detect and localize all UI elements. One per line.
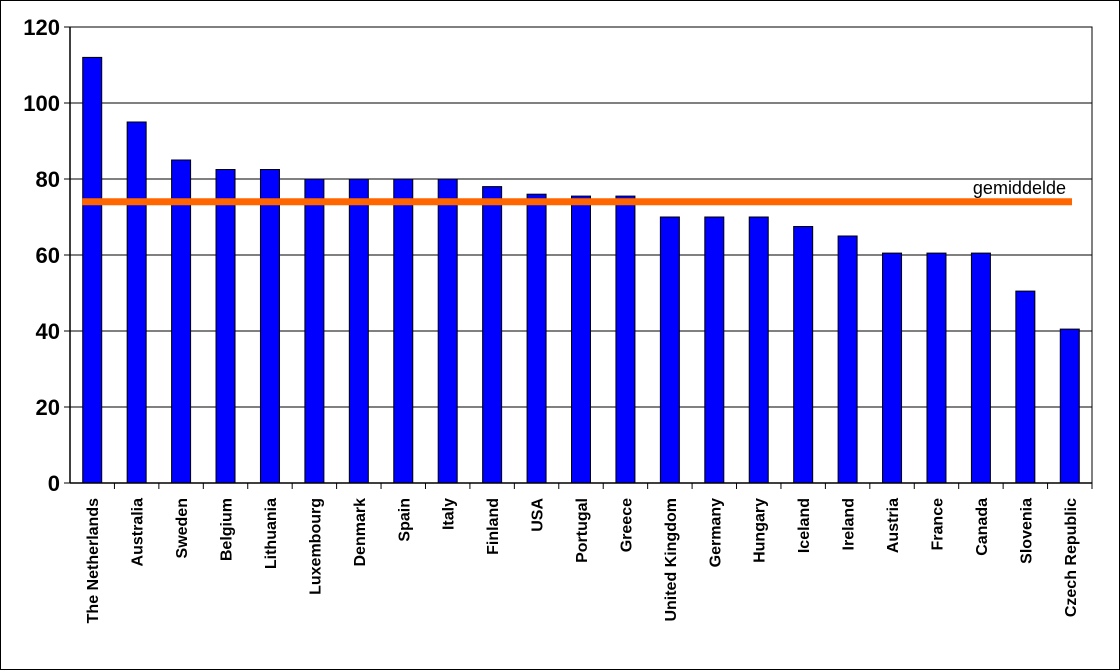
- bar: [571, 195, 591, 484]
- x-tick-label: Austria: [885, 498, 902, 553]
- bar: [393, 178, 414, 484]
- average-line-label: gemiddelde: [973, 178, 1066, 198]
- x-tick-label: Italy: [441, 498, 458, 530]
- bar: [304, 178, 325, 484]
- bar: [659, 216, 680, 484]
- x-tick-label: USA: [530, 498, 547, 532]
- bar: [437, 178, 458, 484]
- bar: [926, 252, 947, 484]
- labels: 0 20 40 60 80 100 120 The Netherlands Australia S…: [23, 15, 1080, 623]
- bar: [259, 169, 280, 484]
- y-tick-label: 100: [23, 91, 60, 116]
- bar: [482, 186, 503, 484]
- axes: [64, 26, 1093, 489]
- bar: [704, 216, 725, 484]
- bar: [82, 56, 103, 484]
- x-tick-label: Ireland: [841, 498, 858, 550]
- x-tick-label: United Kingdom: [663, 498, 680, 622]
- x-tick-label: Belgium: [219, 498, 236, 561]
- y-tick-label: 0: [48, 471, 60, 496]
- x-tick-label: Iceland: [796, 498, 813, 553]
- x-tick-label: Sweden: [174, 498, 191, 558]
- bar: [970, 252, 991, 484]
- x-tick-label: Greece: [618, 498, 635, 552]
- bar: [348, 178, 369, 484]
- reference-line-group: gemiddelde: [82, 178, 1072, 206]
- x-tick-label: Portugal: [574, 498, 591, 563]
- bar: [126, 121, 147, 484]
- bar: [837, 235, 858, 484]
- y-tick-label: 20: [36, 395, 60, 420]
- x-tick-label: The Netherlands: [85, 498, 102, 623]
- bar: [615, 195, 636, 484]
- x-tick-label: Slovenia: [1018, 498, 1035, 564]
- bars: [82, 56, 1080, 484]
- bar: [882, 252, 903, 484]
- bar: [1059, 328, 1080, 484]
- y-tick-label: 40: [36, 319, 60, 344]
- bar: [748, 216, 769, 484]
- x-tick-label: Czech Republic: [1063, 498, 1080, 617]
- bar: [793, 226, 814, 484]
- x-tick-label: Denmark: [352, 498, 369, 567]
- x-tick-label: Finland: [485, 498, 502, 555]
- y-tick-label: 80: [36, 167, 60, 192]
- x-tick-label: France: [929, 498, 946, 551]
- x-tick-label: Germany: [707, 498, 724, 567]
- x-tick-label: Australia: [130, 498, 147, 567]
- x-tick-label: Luxembourg: [307, 498, 324, 595]
- x-tick-label: Lithuania: [263, 498, 280, 569]
- bar: [171, 159, 192, 484]
- y-tick-label: 120: [23, 15, 60, 40]
- x-tick-label: Hungary: [752, 498, 769, 563]
- y-tick-label: 60: [36, 243, 60, 268]
- bar: [215, 169, 236, 484]
- bar: [526, 193, 547, 484]
- x-tick-label: Canada: [974, 498, 991, 556]
- x-tick-label: Spain: [396, 498, 413, 542]
- bar: [1015, 290, 1036, 484]
